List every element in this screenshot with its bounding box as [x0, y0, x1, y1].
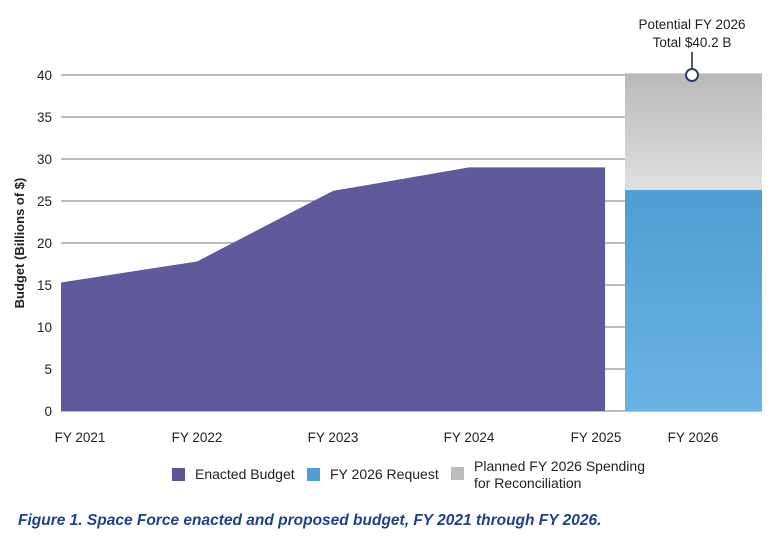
legend-swatch-reconciliation [451, 467, 464, 480]
y-axis-label: Budget (Billions of $) [12, 178, 27, 309]
y-tick-20: 20 [37, 236, 52, 251]
legend-label-request: FY 2026 Request [330, 466, 439, 482]
legend-item-enacted: Enacted Budget [172, 466, 295, 483]
x-tick-fy-2026: FY 2026 [668, 430, 719, 445]
legend-item-request: FY 2026 Request [307, 466, 439, 483]
x-tick-fy-2021: FY 2021 [55, 430, 106, 445]
y-tick-15: 15 [37, 278, 52, 293]
bar-request-fy2026 [625, 190, 762, 411]
annotation-line1: Potential FY 2026 [638, 17, 745, 32]
x-tick-fy-2025: FY 2025 [571, 430, 622, 445]
y-tick-5: 5 [44, 362, 52, 377]
legend-swatch-request [307, 468, 320, 481]
bar-reconciliation-fy2026 [625, 73, 762, 191]
y-tick-0: 0 [44, 404, 52, 419]
x-tick-fy-2023: FY 2023 [308, 430, 359, 445]
y-tick-35: 35 [37, 110, 52, 125]
annotation-marker [685, 68, 699, 82]
y-tick-40: 40 [37, 68, 52, 83]
plot-area [60, 73, 762, 411]
y-tick-25: 25 [37, 194, 52, 209]
legend-swatch-enacted [172, 468, 185, 481]
y-tick-10: 10 [37, 320, 52, 335]
legend-label-reconciliation: Planned FY 2026 Spending for Reconciliat… [474, 458, 645, 491]
x-axis-ticks: FY 2021 FY 2022 FY 2023 FY 2024 FY 2025 FY 20… [55, 430, 719, 445]
legend-label-enacted: Enacted Budget [195, 466, 295, 482]
total-annotation: Potential FY 2026 Total $40.2 B [638, 17, 746, 82]
y-axis-ticks: 0 5 10 15 20 25 30 35 40 [37, 68, 52, 419]
x-tick-fy-2024: FY 2024 [444, 430, 495, 445]
legend: Enacted Budget FY 2026 Request Planned F… [0, 458, 778, 494]
legend-item-reconciliation: Planned FY 2026 Spending for Reconciliat… [451, 458, 645, 492]
figure-caption: Figure 1. Space Force enacted and propos… [18, 512, 602, 529]
y-tick-30: 30 [37, 152, 52, 167]
x-tick-fy-2022: FY 2022 [172, 430, 223, 445]
annotation-line2: Total $40.2 B [653, 35, 732, 50]
area-enacted-budget [61, 167, 605, 411]
